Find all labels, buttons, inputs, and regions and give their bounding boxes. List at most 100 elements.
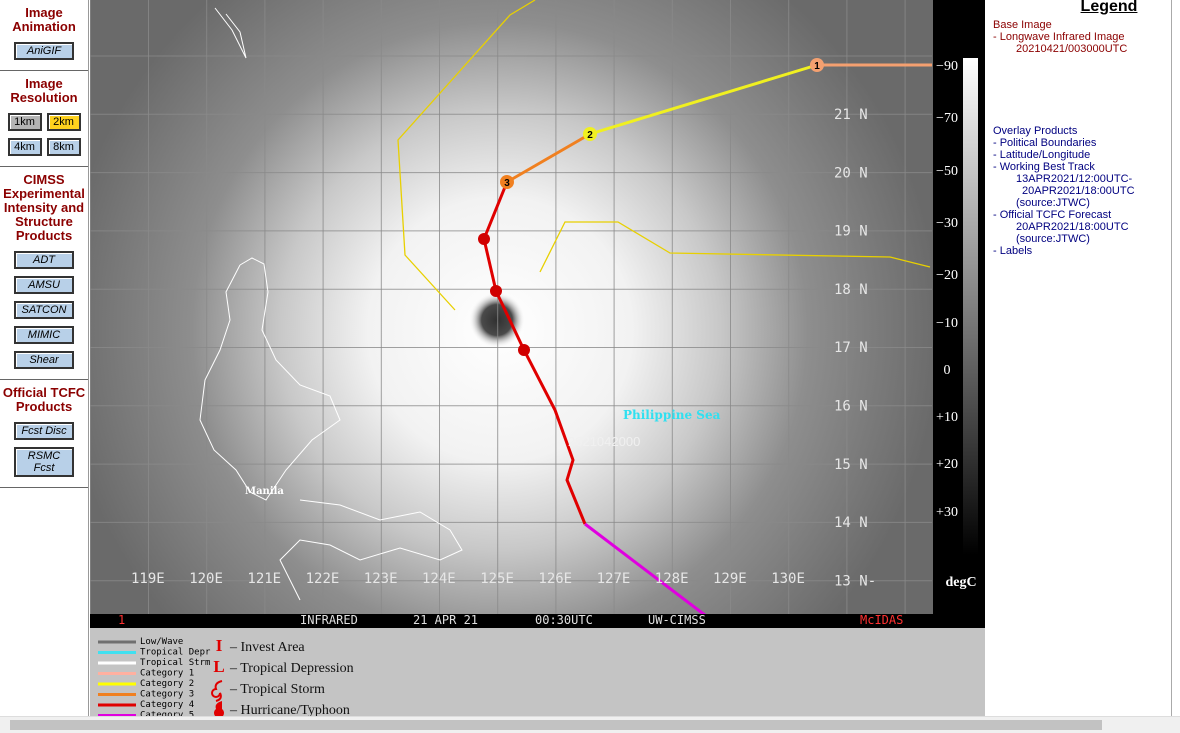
longitude-label: 119E: [131, 571, 165, 587]
section-title: Official TCFC Products: [2, 385, 86, 414]
sea-label: Philippine Sea: [623, 408, 721, 422]
latitude-label: 17 N: [834, 340, 868, 356]
latitude-label: 15 N: [834, 457, 868, 473]
button[interactable]: 8km: [46, 138, 81, 156]
track-line: [584, 522, 719, 627]
button[interactable]: 2km: [46, 113, 81, 131]
horizontal-scrollbar[interactable]: [0, 716, 1180, 733]
legend-item: - Latitude/Longitude: [993, 149, 1091, 161]
legend-heading: Base Image: [993, 19, 1052, 31]
track-legend: Low/Wave Tropical Depr Tropical Strm Catego…: [90, 628, 985, 716]
latitude-label: 18 N: [834, 282, 868, 298]
button[interactable]: RSMC Fcst: [14, 447, 74, 477]
track-point: [490, 285, 502, 297]
legend-symbol: L: [213, 657, 224, 676]
status-text: 00:30UTC: [535, 613, 593, 627]
button[interactable]: Fcst Disc: [14, 422, 74, 440]
legend-symbol: I: [216, 636, 223, 655]
button[interactable]: MIMIC: [14, 326, 74, 344]
button[interactable]: 1km: [7, 113, 42, 131]
legend-line-label: Category 1: [140, 669, 194, 679]
track-line: [482, 181, 587, 525]
legend-symbol: [214, 701, 224, 716]
legend-symbol-label: – Tropical Depression: [229, 661, 354, 676]
button-group: Fcst Disc RSMC Fcst: [0, 422, 88, 477]
legend-item: 20210421/003000UTC: [1016, 43, 1128, 55]
longitude-label: 121E: [247, 571, 281, 587]
track-point: [518, 344, 530, 356]
scale-label: −90: [936, 59, 958, 74]
scale-unit: degC: [945, 575, 976, 590]
track-point: [478, 233, 490, 245]
track-point: [810, 58, 824, 72]
longitude-label: 129E: [713, 571, 747, 587]
longitude-label: 122E: [306, 571, 340, 587]
legend-symbol: [211, 680, 223, 702]
scale-label: −50: [936, 164, 958, 179]
legend-item: - Longwave Infrared Image: [993, 31, 1125, 43]
button[interactable]: AniGIF: [14, 42, 74, 60]
legend-item: - Working Best Track: [993, 161, 1095, 173]
color-ramp: [963, 58, 978, 555]
latitude-label: 21 N: [834, 107, 868, 123]
legend-line-label: Category 5: [140, 711, 194, 717]
coastline: [214, 7, 247, 59]
scale-label: −70: [936, 111, 958, 126]
frame-divider: [1171, 0, 1172, 716]
satellite-image: 21 N 20 N 19 N 18 N 17 N 16 N 15 N 14 N 13 N- 119…: [90, 0, 985, 628]
button[interactable]: 4km: [7, 138, 42, 156]
track-point: [500, 175, 514, 189]
sidebar-section: Image Animation AniGIF: [0, 0, 88, 71]
longitude-label: 120E: [189, 571, 223, 587]
legend-item: - Political Boundaries: [993, 137, 1097, 149]
button-group: ADT AMSU SATCON MIMIC Shear: [0, 251, 88, 369]
legend-item: 20APR2021/18:00UTC: [1016, 221, 1129, 233]
section-title: Image Animation: [12, 5, 76, 34]
latitude-label: 19 N: [834, 224, 868, 240]
track-point-label: 2: [587, 130, 593, 141]
section-title: CIMSS Experimental Intensity and Structu…: [3, 172, 85, 243]
button[interactable]: Shear: [14, 351, 74, 369]
legend-line-label: Tropical Strm: [140, 658, 210, 668]
legend-line-label: Category 3: [140, 690, 194, 700]
city-label: Manila: [245, 486, 284, 497]
forecast-cone: [397, 0, 536, 311]
sidebar-section: Official TCFC Products Fcst Disc RSMC Fcst: [0, 380, 88, 488]
track-line: [506, 132, 591, 184]
scale-label: 0: [944, 363, 951, 378]
status-text: 21 APR 21: [413, 613, 478, 627]
coastline: [199, 257, 341, 501]
legend-heading: Overlay Products: [993, 125, 1078, 137]
legend-symbol-label: – Invest Area: [229, 640, 305, 655]
scale-label: +10: [936, 410, 958, 425]
latitude-label: 16 N: [834, 399, 868, 415]
legend-symbol-label: – Hurricane/Typhoon: [229, 703, 350, 716]
legend-panel: Legend Base Image - Longwave Infrared Imag…: [987, 0, 1171, 716]
legend-title: Legend: [1080, 0, 1138, 15]
button[interactable]: ADT: [14, 251, 74, 269]
track-point: [583, 127, 597, 141]
timestamp-label: 2021042000: [568, 434, 640, 449]
longitude-label: 126E: [538, 571, 572, 587]
button[interactable]: SATCON: [14, 301, 74, 319]
eye: [469, 292, 525, 348]
track-point-label: 1: [814, 61, 820, 72]
legend-symbol-label: – Tropical Storm: [229, 682, 325, 697]
track-line: [589, 63, 818, 136]
scale-label: +20: [936, 457, 958, 472]
latitude-label: 20 N: [834, 165, 868, 181]
status-bar: [90, 614, 933, 628]
longitude-label: 130E: [771, 571, 805, 587]
legend-line-label: Category 4: [140, 700, 194, 710]
button[interactable]: AMSU: [14, 276, 74, 294]
latitude-label: 14 N: [834, 515, 868, 531]
longitude-label: 127E: [597, 571, 631, 587]
button-group: 1km 2km 4km 8km: [0, 113, 88, 156]
scroll-thumb[interactable]: [10, 720, 1102, 730]
legend-line-label: Low/Wave: [140, 637, 183, 647]
scale-label: −30: [936, 216, 958, 231]
scale-label: +30: [936, 505, 958, 520]
legend-line-label: Tropical Depr: [140, 648, 211, 658]
